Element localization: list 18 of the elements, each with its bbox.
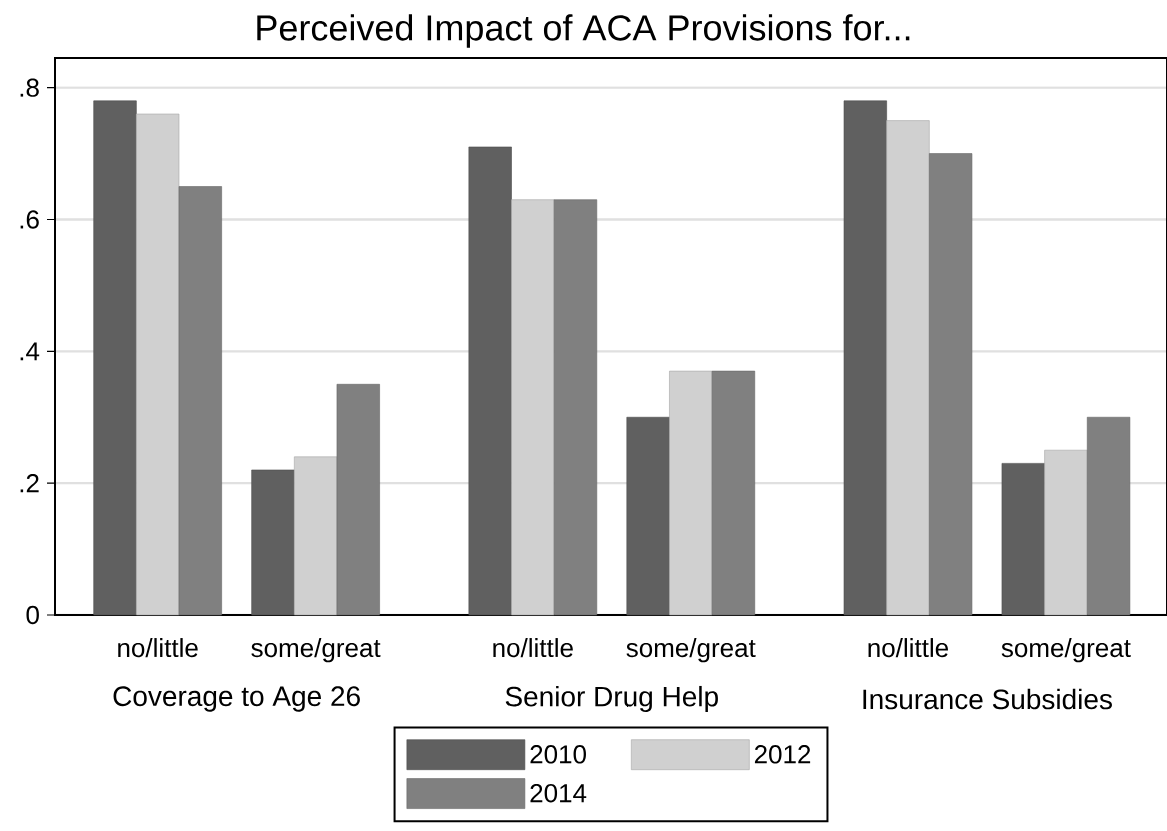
legend-label: 2014 <box>530 783 587 803</box>
x-tick-label: no/little <box>868 638 948 658</box>
text: Insurance Subsidies <box>863 688 1112 710</box>
text: Coverage to Age 26 <box>113 686 360 712</box>
y-tick-label: .6 <box>20 210 39 229</box>
y-tick-label: .8 <box>20 78 39 97</box>
y-tick-label: .4 <box>20 342 40 361</box>
legend-label: 2012 <box>754 745 811 764</box>
x-tick-label: some/great <box>1001 638 1131 663</box>
x-tick-label: some/great <box>626 638 756 663</box>
y-tick-label: .2 <box>20 474 39 493</box>
legend-label: 2010 <box>530 745 586 764</box>
x-tick-label: some/great <box>251 638 381 663</box>
x-tick-label: no/little <box>493 638 573 658</box>
chart-title: Perceived Impact of ACA Provisions for... <box>257 14 910 48</box>
text: Senior Drug Help <box>505 685 718 713</box>
y-tick-label: 0 <box>26 605 39 625</box>
x-tick-label: no/little <box>118 638 198 658</box>
